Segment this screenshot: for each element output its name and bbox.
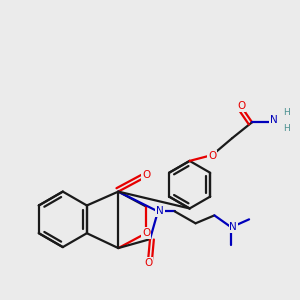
Text: H: H [283, 124, 290, 133]
Text: H: H [283, 108, 290, 117]
Text: N: N [156, 206, 164, 216]
Text: O: O [237, 101, 245, 111]
Text: N: N [229, 222, 237, 232]
Text: O: O [142, 228, 150, 238]
Text: O: O [142, 170, 150, 180]
Text: O: O [144, 258, 152, 268]
Text: O: O [208, 151, 217, 161]
Text: N: N [270, 115, 278, 125]
